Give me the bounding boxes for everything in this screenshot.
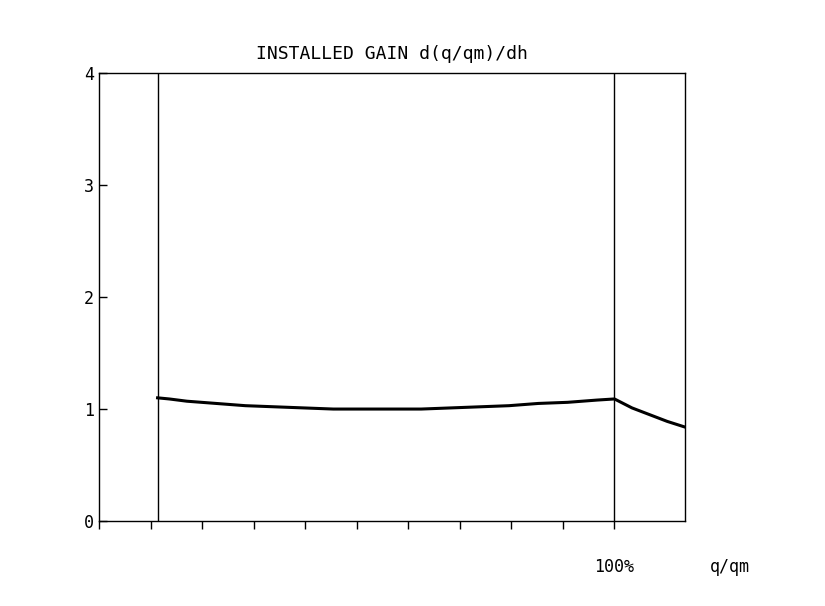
Text: q/qm: q/qm xyxy=(710,558,749,576)
Text: 100%: 100% xyxy=(595,558,634,576)
Title: INSTALLED GAIN d(q/qm)/dh: INSTALLED GAIN d(q/qm)/dh xyxy=(256,45,528,63)
